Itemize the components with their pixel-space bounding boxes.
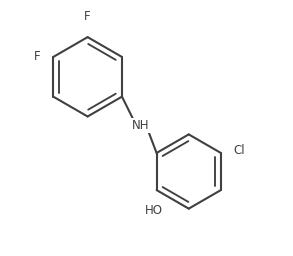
Text: HO: HO (145, 204, 163, 217)
Text: F: F (34, 50, 40, 63)
Text: F: F (84, 10, 91, 23)
Text: NH: NH (132, 119, 150, 132)
Text: Cl: Cl (234, 144, 245, 157)
